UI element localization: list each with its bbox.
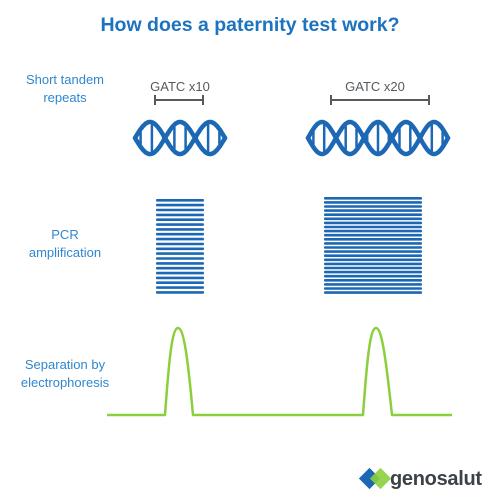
pcr-band (156, 242, 204, 246)
pcr-band (156, 271, 204, 275)
pcr-band (156, 286, 204, 289)
pcr-band (324, 209, 422, 212)
pcr-band (324, 258, 422, 262)
pcr-band (156, 213, 204, 217)
row-label-pcr: PCR amplification (28, 227, 102, 260)
row-label-electrophoresis: Separation by electrophoresis (20, 357, 110, 390)
pcr-band (324, 291, 422, 294)
pcr-band (324, 217, 422, 221)
dna-strand (132, 119, 228, 157)
brand-name: genosalut (390, 468, 482, 490)
pcr-band (324, 254, 422, 257)
pcr-bands-right (324, 197, 422, 294)
bracket-right (330, 95, 430, 105)
pcr-band (324, 205, 422, 208)
pcr-band (156, 291, 204, 294)
pcr-band (324, 225, 422, 229)
pcr-band (324, 213, 422, 216)
repeat-label-left: GATC x10 (150, 79, 210, 94)
pcr-band (156, 257, 204, 260)
pcr-band (324, 283, 422, 286)
pcr-band (324, 229, 422, 233)
pcr-band (324, 197, 422, 200)
pcr-band (324, 233, 422, 237)
dna-strand (305, 119, 451, 157)
pcr-band (156, 218, 204, 221)
pcr-band (156, 247, 204, 251)
pcr-band (156, 223, 204, 226)
dna-strand (305, 119, 451, 157)
pcr-bands-left (156, 199, 204, 294)
electrophoresis-trace (107, 326, 452, 417)
pcr-band (324, 274, 422, 278)
pcr-band (156, 232, 204, 236)
pcr-band (156, 262, 204, 265)
pcr-band (324, 242, 422, 245)
pcr-band (324, 279, 422, 282)
dna-icon-left (132, 119, 228, 157)
pcr-band (156, 266, 204, 270)
pcr-band (156, 276, 204, 280)
pcr-band (156, 228, 204, 231)
row-label-str: Short tandem repeats (25, 72, 105, 105)
pcr-band (324, 250, 422, 253)
pcr-band (324, 201, 422, 204)
pcr-band (324, 246, 422, 249)
pcr-band (156, 199, 204, 202)
dna-icon-right (305, 119, 451, 157)
repeat-label-right: GATC x20 (345, 79, 405, 94)
pcr-band (324, 287, 422, 290)
pcr-band (324, 221, 422, 225)
genosalut-logo-icon (358, 467, 392, 490)
page-title: How does a paternity test work? (100, 14, 400, 36)
pcr-band (156, 252, 204, 255)
pcr-band (324, 262, 422, 266)
pcr-band (324, 266, 422, 270)
bracket-left (154, 95, 204, 105)
pcr-band (156, 281, 204, 284)
pcr-band (156, 237, 204, 241)
dna-strand (132, 119, 228, 157)
pcr-band (156, 208, 204, 212)
pcr-band (324, 238, 422, 241)
pcr-band (156, 203, 204, 207)
pcr-band (324, 270, 422, 274)
